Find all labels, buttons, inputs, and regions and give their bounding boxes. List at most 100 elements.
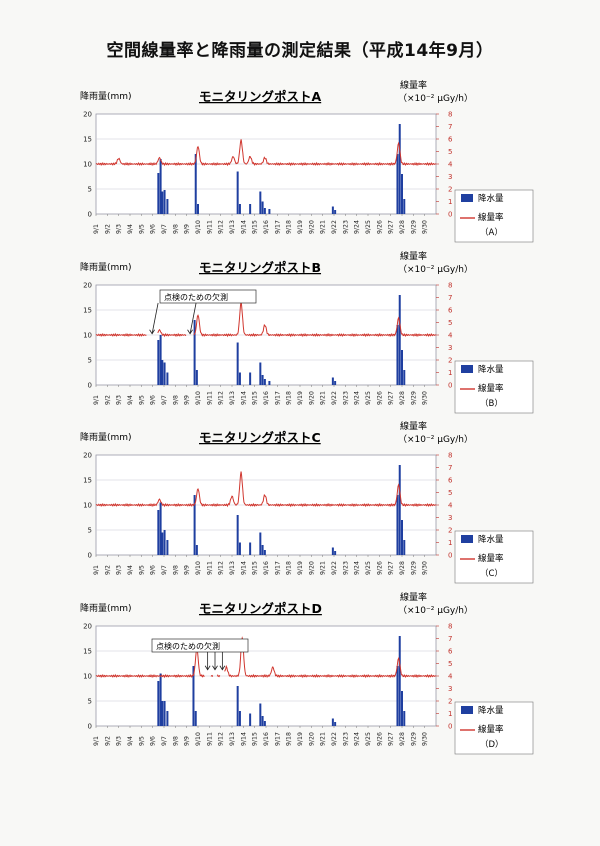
annotation-arrow [189, 302, 197, 334]
x-tick-label: 9/14 [240, 561, 247, 575]
y-right-tick-label: 7 [448, 464, 452, 472]
right-axis-label: 線量率 [400, 79, 427, 91]
x-tick-label: 9/22 [331, 561, 338, 575]
x-tick-label: 9/24 [354, 561, 361, 575]
x-tick-label: 9/19 [297, 732, 304, 746]
rain-bar [259, 191, 262, 214]
x-tick-label: 9/12 [218, 561, 225, 575]
rain-bar [249, 713, 252, 726]
rain-bar [161, 701, 164, 726]
x-tick-label: 9/24 [354, 220, 361, 234]
x-tick-label: 9/29 [410, 732, 417, 746]
x-tick-label: 9/28 [399, 732, 406, 746]
legend-rain-swatch [461, 535, 473, 543]
x-tick-label: 9/3 [116, 395, 123, 405]
x-tick-label: 9/30 [422, 732, 429, 746]
x-tick-label: 9/26 [376, 391, 383, 405]
x-tick-label: 9/21 [320, 391, 327, 405]
rain-bar [261, 375, 264, 385]
rain-bar [194, 711, 197, 726]
y-left-tick-label: 15 [83, 307, 92, 315]
rain-bar [236, 515, 239, 555]
rain-bar [259, 703, 262, 726]
rain-bar [263, 721, 266, 726]
x-tick-label: 9/9 [184, 565, 191, 575]
right-axis-unit: （×10⁻² μGy/h） [398, 93, 473, 104]
right-axis-unit: （×10⁻² μGy/h） [398, 605, 473, 616]
y-right-tick-label: 8 [448, 452, 452, 460]
x-tick-label: 9/22 [331, 220, 338, 234]
y-right-tick-label: 8 [448, 623, 452, 631]
x-tick-label: 9/23 [342, 220, 349, 234]
y-right-tick-label: 2 [448, 186, 452, 194]
x-tick-label: 9/20 [308, 732, 315, 746]
x-tick-label: 9/5 [138, 565, 145, 575]
x-tick-label: 9/16 [263, 561, 270, 575]
annotation-label: 点検のための欠測 [156, 641, 220, 651]
x-tick-label: 9/13 [229, 220, 236, 234]
chart-title: モニタリングポストB [199, 260, 321, 275]
rain-bar [396, 666, 399, 726]
rain-bar [263, 550, 266, 555]
x-tick-label: 9/21 [320, 561, 327, 575]
missing-annotation: 点検のための欠測 [149, 289, 257, 335]
x-tick-label: 9/9 [184, 736, 191, 746]
x-tick-label: 9/17 [274, 561, 281, 575]
legend-rain-label: 降水量 [478, 193, 504, 204]
x-tick-label: 9/24 [354, 732, 361, 746]
annotation-arrowhead [149, 329, 155, 335]
left-axis-label: 降雨量(mm) [80, 431, 132, 443]
x-tick-label: 9/10 [195, 561, 202, 575]
rain-bar [398, 465, 401, 555]
x-tick-label: 9/10 [195, 220, 202, 234]
left-axis-label: 降雨量(mm) [80, 602, 132, 614]
y-left-tick-label: 10 [83, 673, 92, 681]
rain-bar [334, 551, 337, 555]
y-right-tick-label: 1 [448, 369, 452, 377]
rain-bar [403, 540, 406, 555]
x-tick-label: 9/30 [422, 220, 429, 234]
annotation-arrowhead [219, 665, 226, 671]
y-right-tick-label: 0 [448, 382, 452, 390]
x-tick-label: 9/14 [240, 391, 247, 405]
y-left-tick-label: 20 [83, 111, 92, 119]
x-tick-label: 9/21 [320, 220, 327, 234]
rain-bar [331, 718, 334, 726]
x-tick-label: 9/5 [138, 224, 145, 234]
x-tick-label: 9/18 [286, 732, 293, 746]
rain-bar [163, 701, 166, 726]
rain-bar [403, 370, 406, 385]
rain-bar [403, 199, 406, 214]
annotation-arrowhead [204, 665, 211, 671]
rain-bar [159, 673, 162, 726]
y-left-tick-label: 20 [83, 623, 92, 631]
x-tick-label: 9/13 [229, 561, 236, 575]
y-left-tick-label: 5 [88, 357, 92, 365]
x-tick-label: 9/23 [342, 732, 349, 746]
right-axis-label: 線量率 [400, 420, 427, 432]
y-left-tick-label: 0 [88, 382, 92, 390]
rain-bar [331, 547, 334, 555]
x-tick-label: 9/3 [116, 565, 123, 575]
x-tick-label: 9/26 [376, 220, 383, 234]
rain-bar [259, 362, 262, 385]
rain-bar [166, 540, 169, 555]
rain-bar [261, 545, 264, 555]
y-left-tick-label: 10 [83, 502, 92, 510]
x-tick-label: 9/26 [376, 732, 383, 746]
x-tick-label: 9/23 [342, 391, 349, 405]
rain-bar [331, 206, 334, 214]
annotation-arrowhead [187, 329, 193, 335]
x-tick-label: 9/2 [104, 736, 111, 746]
dose-line [95, 636, 437, 679]
x-tick-label: 9/29 [410, 391, 417, 405]
rain-bar [195, 370, 198, 385]
rain-bar [401, 691, 403, 726]
left-axis-label: 降雨量(mm) [80, 90, 132, 102]
rain-bar [249, 204, 252, 214]
y-right-tick-label: 1 [448, 539, 452, 547]
x-tick-label: 9/3 [116, 736, 123, 746]
x-tick-label: 9/12 [218, 391, 225, 405]
x-tick-label: 9/19 [297, 220, 304, 234]
